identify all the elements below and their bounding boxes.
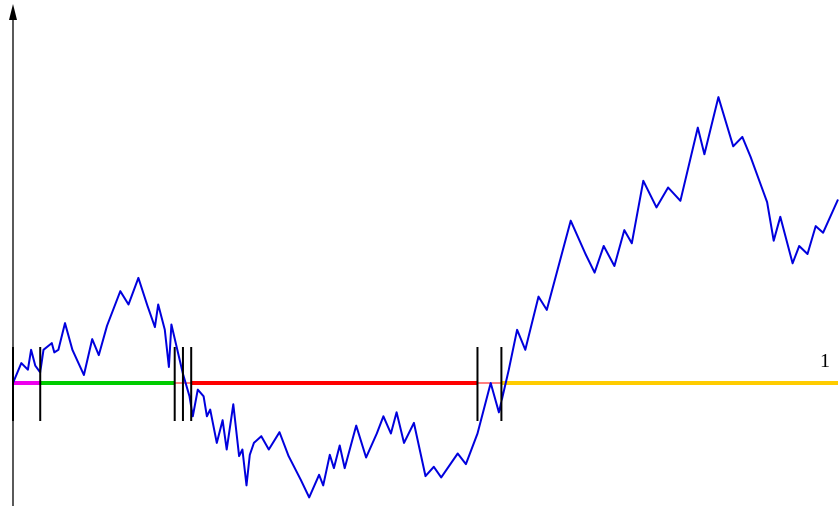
y-axis-arrowhead — [9, 4, 17, 20]
zero-markers — [12, 347, 503, 421]
tick-labels: 1 — [820, 350, 830, 372]
x-tick-label-1: 1 — [820, 350, 830, 372]
path-layer — [12, 96, 839, 499]
brownian-path-line — [12, 96, 839, 499]
